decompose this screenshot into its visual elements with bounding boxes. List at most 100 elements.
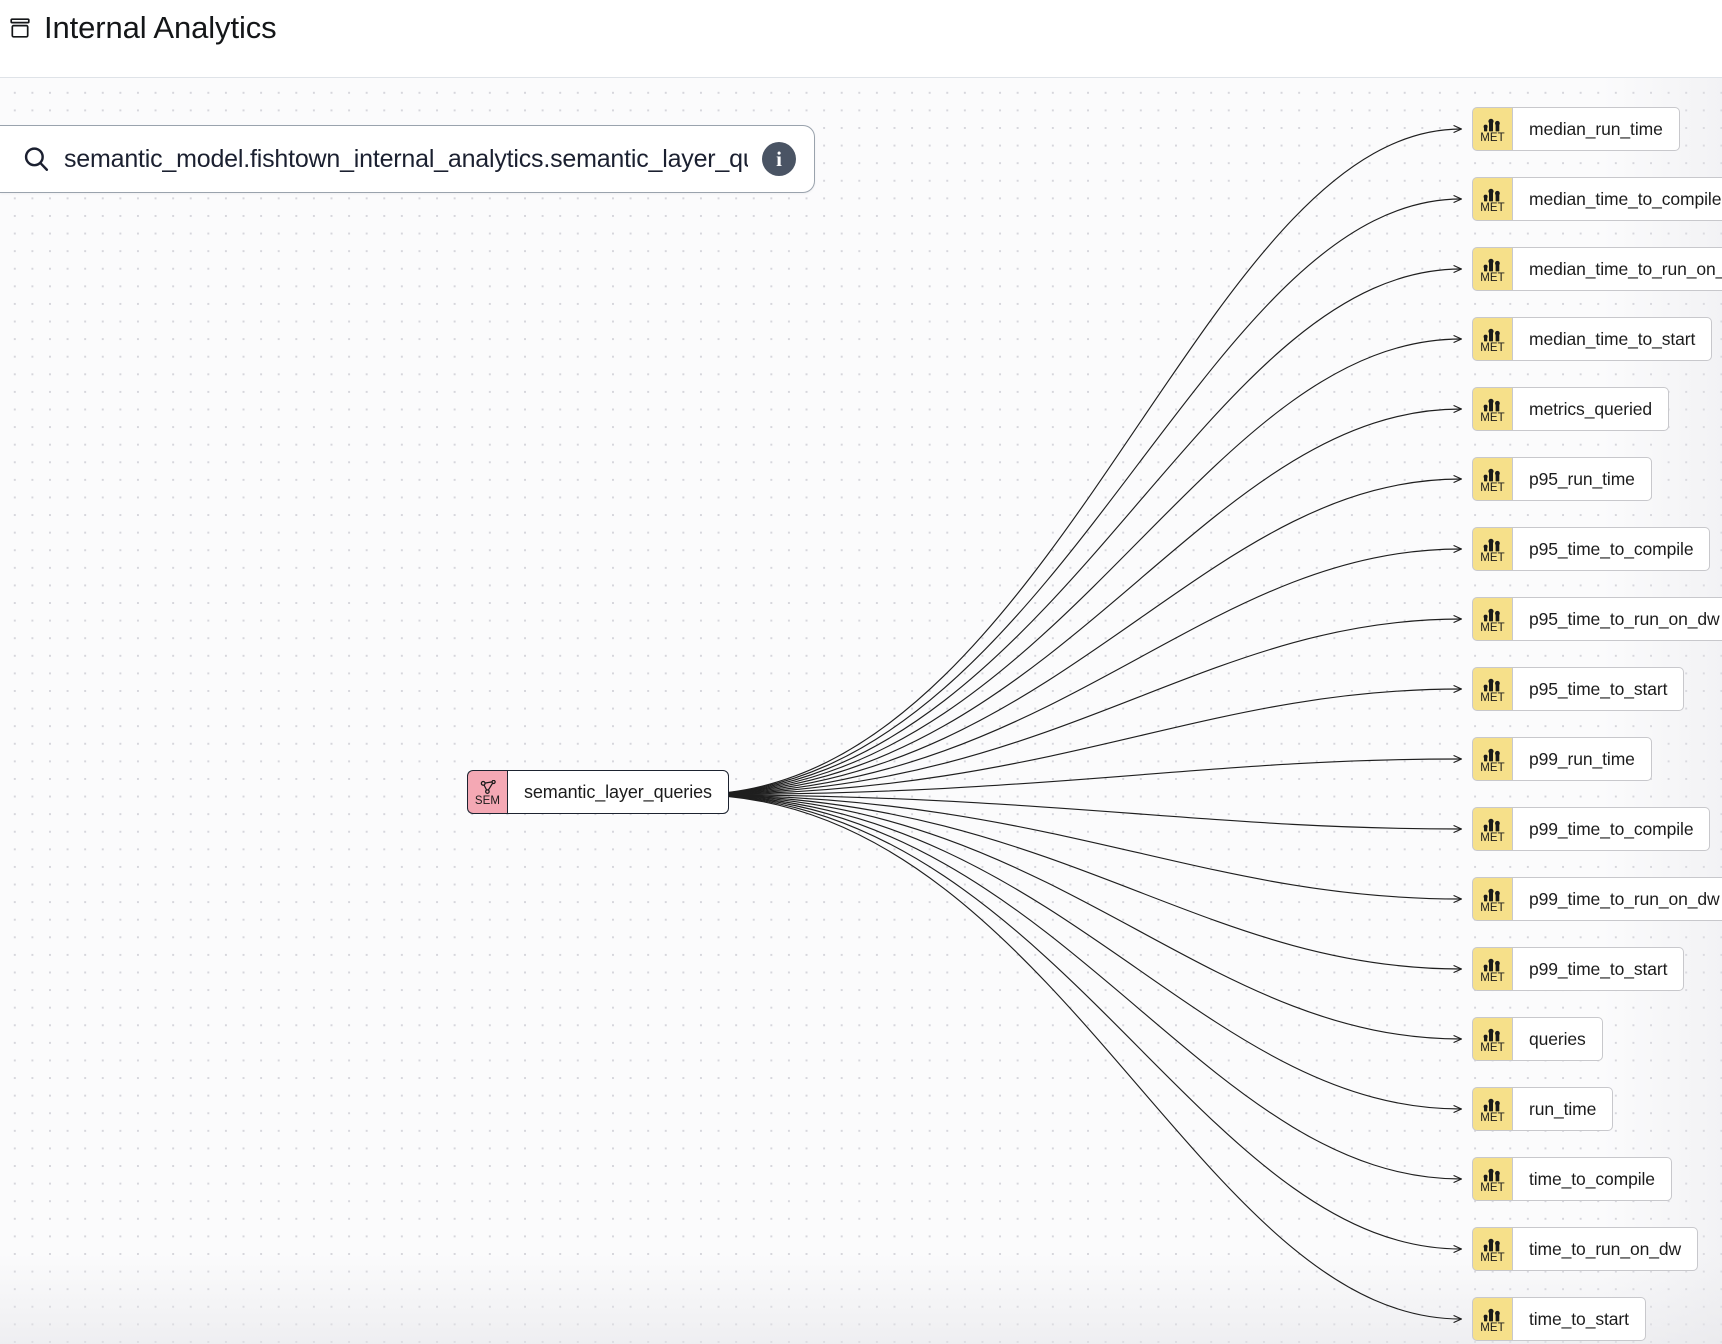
bar-chart-icon: MET	[1472, 1157, 1512, 1201]
graph-edge-arrowhead	[1453, 825, 1463, 833]
bar-chart-glyph	[1483, 1305, 1503, 1322]
graph-node-metric[interactable]: MET time_to_run_on_dw	[1472, 1227, 1699, 1271]
bar-chart-icon: MET	[1472, 317, 1512, 361]
graph-edge-arrowhead	[1453, 1105, 1463, 1113]
node-type-abbr: MET	[1480, 971, 1505, 984]
node-type-abbr: MET	[1480, 201, 1505, 214]
graph-edge-arrowhead	[1453, 895, 1463, 903]
node-search-bar[interactable]: i	[0, 125, 815, 193]
graph-edge-arrowhead	[1453, 1245, 1463, 1253]
graph-node-label: metrics_queried	[1512, 387, 1669, 431]
archive-box-icon	[8, 16, 32, 40]
graph-node-metric[interactable]: MET p95_time_to_start	[1472, 667, 1685, 711]
node-type-abbr: MET	[1480, 411, 1505, 424]
graph-node-label: queries	[1512, 1017, 1603, 1061]
graph-node-metric[interactable]: MET p95_time_to_run_on_dw	[1472, 597, 1722, 641]
node-type-abbr: MET	[1480, 1041, 1505, 1054]
node-type-abbr: MET	[1480, 1111, 1505, 1124]
node-type-abbr: MET	[1480, 481, 1505, 494]
graph-edge-arrowhead	[1453, 685, 1463, 693]
graph-edge	[691, 758, 1462, 796]
graph-edge-arrowhead	[1453, 1035, 1463, 1043]
graph-node-metric[interactable]: MET metrics_queried	[1472, 387, 1669, 431]
app-header: Internal Analytics	[0, 0, 1722, 78]
graph-node-metric[interactable]: MET time_to_compile	[1472, 1157, 1672, 1201]
node-type-abbr: SEM	[474, 794, 501, 807]
graph-edge-arrowhead	[1453, 1315, 1463, 1323]
graph-edge-arrowhead	[1453, 965, 1463, 973]
graph-node-metric[interactable]: MET queries	[1472, 1017, 1603, 1061]
graph-node-label: p95_run_time	[1512, 457, 1652, 501]
bar-chart-glyph	[1483, 1025, 1503, 1042]
bar-chart-icon: MET	[1472, 1227, 1512, 1271]
graph-edge	[691, 128, 1462, 796]
graph-node-metric[interactable]: MET median_time_to_start	[1472, 317, 1713, 361]
bar-chart-glyph	[1483, 1095, 1503, 1112]
bar-chart-icon: MET	[1472, 597, 1512, 641]
graph-node-metric[interactable]: MET time_to_start	[1472, 1297, 1646, 1341]
graph-edge	[691, 688, 1462, 796]
node-type-abbr: MET	[1480, 131, 1505, 144]
graph-node-metric[interactable]: MET p99_time_to_start	[1472, 947, 1685, 991]
bar-chart-glyph	[1483, 255, 1503, 272]
graph-edge	[691, 408, 1462, 796]
graph-node-metric[interactable]: MET median_run_time	[1472, 107, 1680, 151]
node-type-abbr: MET	[1480, 551, 1505, 564]
graph-node-metric[interactable]: MET p95_run_time	[1472, 457, 1652, 501]
graph-edge	[691, 478, 1462, 796]
bar-chart-glyph	[1483, 1235, 1503, 1252]
graph-canvas[interactable]: SEM semantic_layer_queries MET median_run_t…	[0, 78, 1722, 1344]
graph-node-label: median_time_to_run_on_dw	[1512, 247, 1722, 291]
graph-edge-arrowhead	[1453, 405, 1463, 413]
graph-node-metric[interactable]: MET median_time_to_compile	[1472, 177, 1722, 221]
bar-chart-glyph	[1483, 885, 1503, 902]
graph-node-label: semantic_layer_queries	[507, 770, 729, 814]
graph-node-label: median_time_to_compile	[1512, 177, 1722, 221]
bar-chart-icon: MET	[1472, 807, 1512, 851]
graph-node-metric[interactable]: MET run_time	[1472, 1087, 1614, 1131]
graph-edge	[691, 338, 1462, 796]
graph-node-metric[interactable]: MET p95_time_to_compile	[1472, 527, 1711, 571]
graph-node-label: time_to_run_on_dw	[1512, 1227, 1699, 1271]
node-type-abbr: MET	[1480, 1321, 1505, 1334]
bar-chart-glyph	[1483, 1165, 1503, 1182]
graph-node-label: median_time_to_start	[1512, 317, 1713, 361]
bar-chart-glyph	[1483, 535, 1503, 552]
graph-edge-arrowhead	[1453, 475, 1463, 483]
graph-edge	[691, 791, 1462, 1180]
bar-chart-icon: MET	[1472, 737, 1512, 781]
graph-edges	[691, 125, 1463, 1323]
bar-chart-glyph	[1483, 325, 1503, 342]
graph-node-label: p99_time_to_start	[1512, 947, 1685, 991]
graph-edge-arrowhead	[1453, 615, 1463, 623]
node-type-abbr: MET	[1480, 341, 1505, 354]
graph-node-metric[interactable]: MET median_time_to_run_on_dw	[1472, 247, 1722, 291]
node-type-abbr: MET	[1480, 901, 1505, 914]
graph-node-label: p95_time_to_start	[1512, 667, 1685, 711]
bar-chart-glyph	[1483, 955, 1503, 972]
graph-node-label: run_time	[1512, 1087, 1614, 1131]
search-input[interactable]	[64, 144, 748, 174]
graph-node-metric[interactable]: MET p99_time_to_run_on_dw	[1472, 877, 1722, 921]
graph-node-metric[interactable]: MET p99_time_to_compile	[1472, 807, 1711, 851]
semantic-model-glyph	[479, 778, 497, 795]
graph-edge	[691, 791, 1462, 1040]
graph-node-label: time_to_start	[1512, 1297, 1646, 1341]
graph-node-label: p99_time_to_run_on_dw	[1512, 877, 1722, 921]
graph-edge	[691, 791, 1462, 1250]
node-type-abbr: MET	[1480, 831, 1505, 844]
graph-edge-arrowhead	[1453, 195, 1463, 203]
graph-edge	[691, 198, 1462, 796]
bar-chart-icon: MET	[1472, 1087, 1512, 1131]
graph-node-metric[interactable]: MET p99_run_time	[1472, 737, 1652, 781]
graph-edge-arrowhead	[1453, 125, 1463, 133]
node-type-abbr: MET	[1480, 271, 1505, 284]
graph-edge	[691, 791, 1462, 900]
graph-edge	[691, 618, 1462, 796]
info-circle-icon[interactable]: i	[762, 142, 796, 176]
graph-edge	[691, 791, 1462, 970]
page-title: Internal Analytics	[44, 10, 277, 45]
graph-node-semantic-model[interactable]: SEM semantic_layer_queries	[467, 770, 729, 814]
graph-edge	[691, 548, 1462, 796]
node-type-abbr: MET	[1480, 1251, 1505, 1264]
